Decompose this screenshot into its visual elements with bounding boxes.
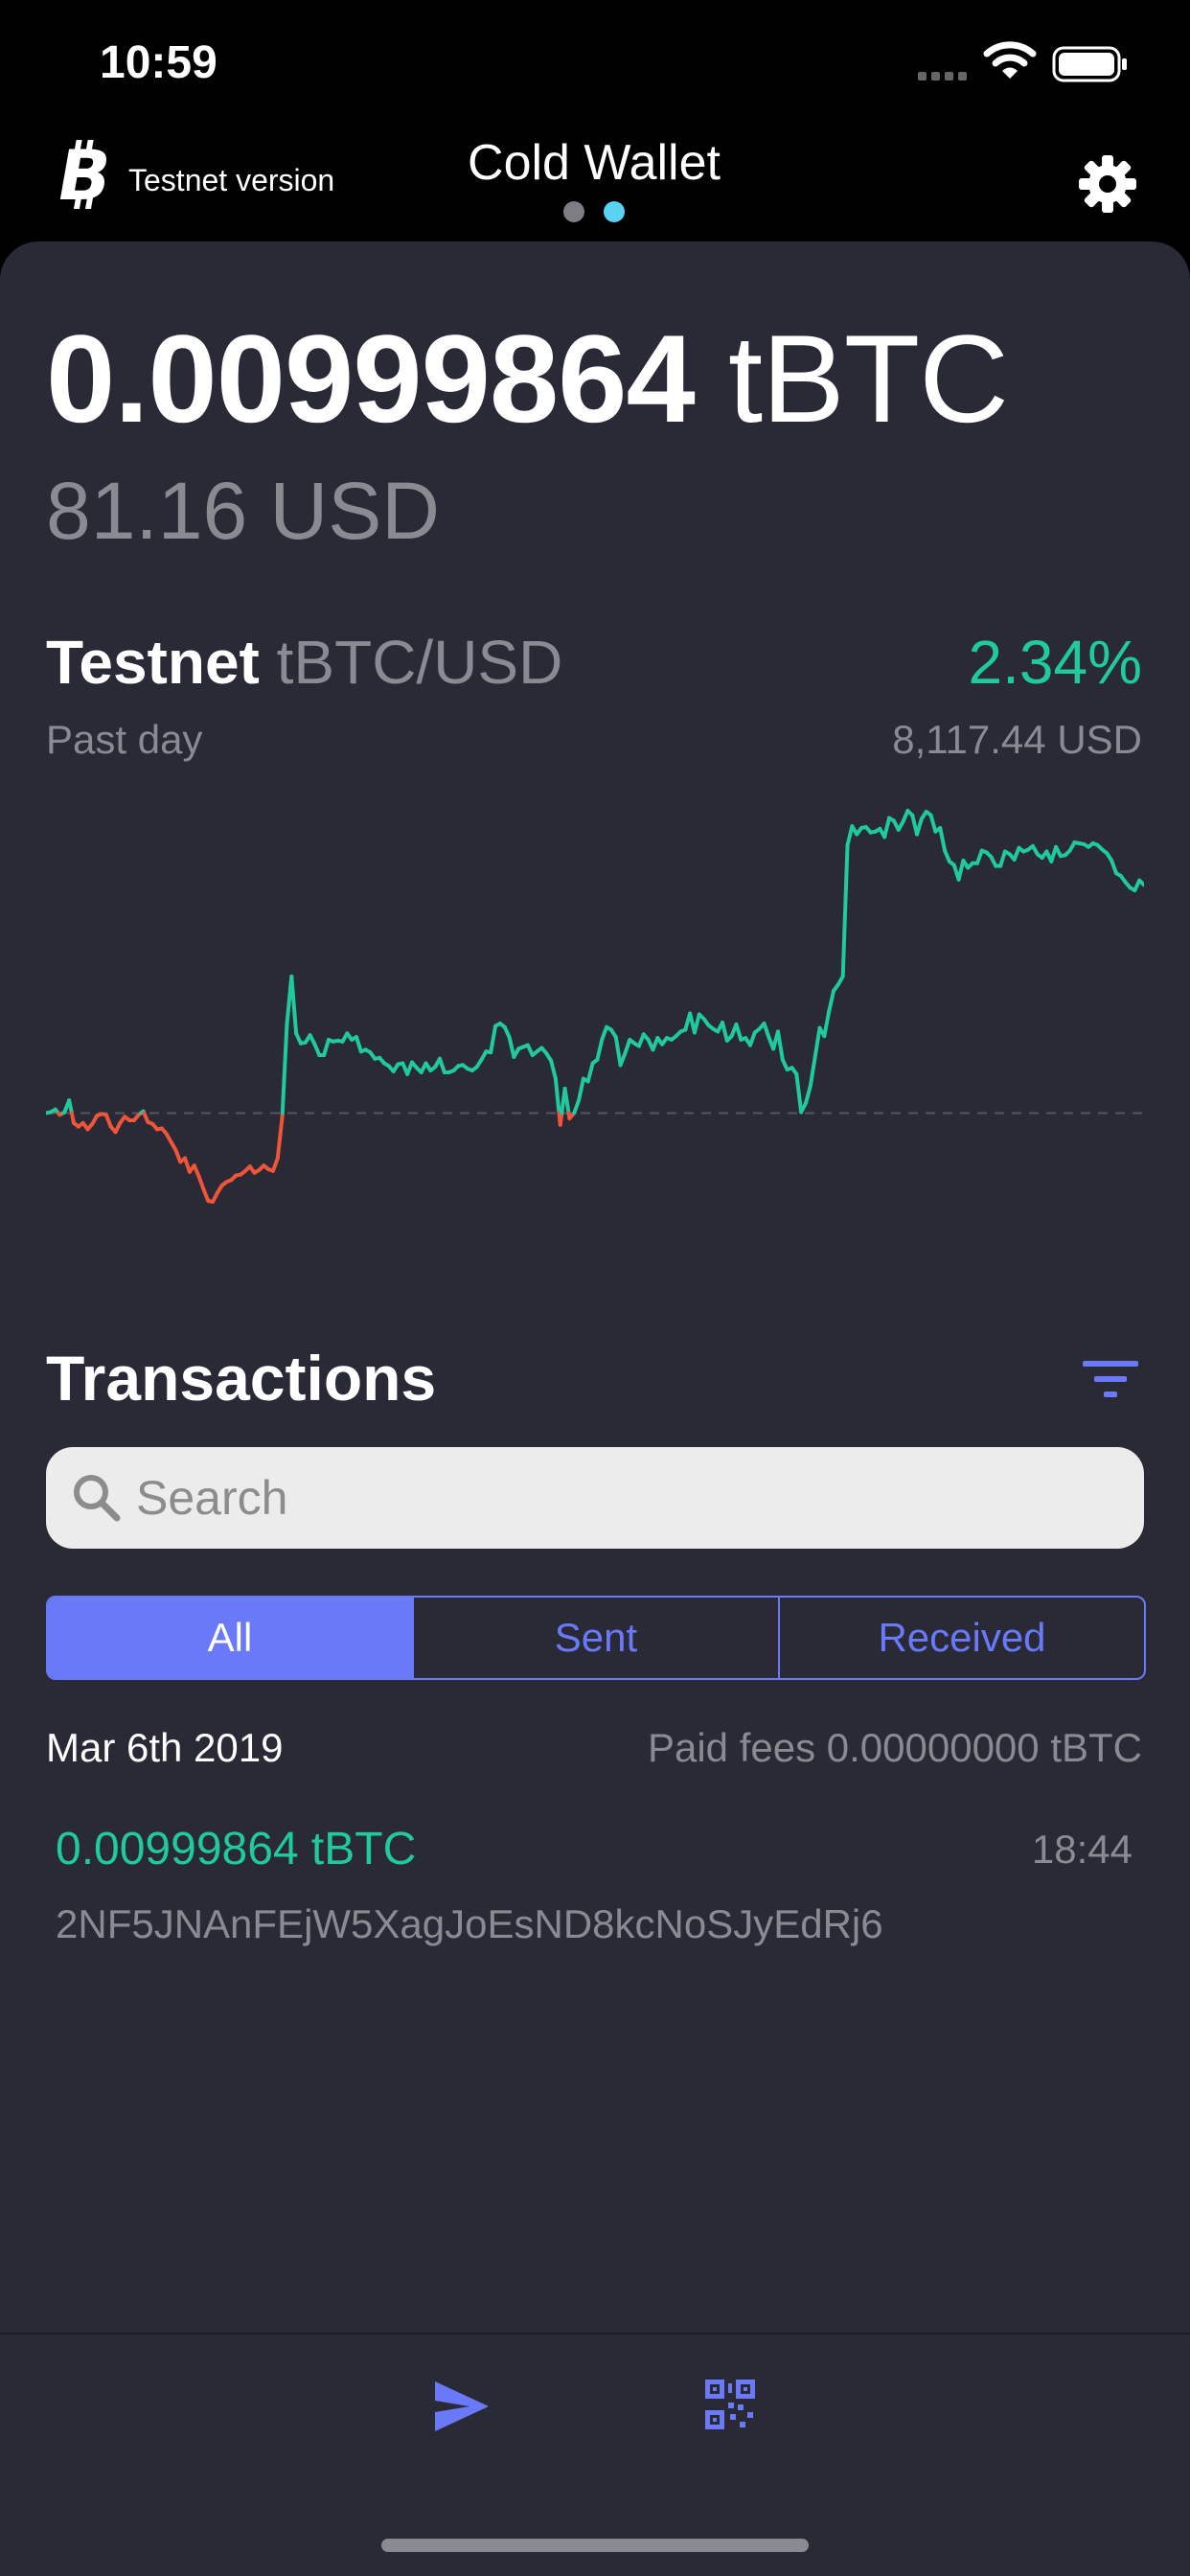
transaction-amount[interactable]: 0.00999864 tBTC (56, 1824, 417, 1874)
chart-line-segment (822, 1009, 832, 1039)
chart-line-segment (507, 1035, 516, 1059)
battery-icon (1052, 46, 1127, 82)
chart-line-segment (192, 1163, 201, 1179)
chart-line-segment (312, 1042, 322, 1057)
network-name: Testnet (46, 628, 260, 697)
chart-line-segment (613, 1035, 623, 1068)
chart-line-segment (938, 825, 948, 853)
svg-text:B: B (56, 138, 115, 211)
chart-line-segment (595, 1037, 605, 1062)
transactions-title: Transactions (46, 1343, 437, 1414)
transaction-time: 18:44 (1031, 1827, 1133, 1872)
chart-line-segment (549, 1058, 558, 1081)
transaction-group-date: Mar 6th 2019 (46, 1725, 284, 1770)
chart-line-segment (280, 1022, 289, 1116)
chart-line-segment (1110, 858, 1118, 876)
chart-line-segment (998, 849, 1007, 868)
chart-line-segment (270, 1156, 280, 1173)
price-change: 2.34% (968, 628, 1142, 697)
tab-sent[interactable]: Sent (412, 1598, 778, 1678)
chart-line-segment (812, 1025, 822, 1059)
chart-line-segment (747, 1030, 757, 1047)
wallet-panel (0, 242, 1190, 2576)
balance-fiat: 81.16 USD (46, 466, 440, 556)
chart-line-segment (553, 1076, 561, 1116)
chart-line-segment (1137, 878, 1144, 887)
network-label: Testnet version (128, 163, 335, 197)
search-placeholder: Search (136, 1471, 288, 1525)
transaction-group-fees: Paid fees 0.00000000 tBTC (647, 1725, 1142, 1770)
chart-line-segment (558, 1111, 564, 1127)
search-icon (74, 1475, 121, 1522)
chart-line-segment (577, 1076, 585, 1103)
chart-line-segment (562, 1086, 571, 1116)
chart-line-segment (275, 1115, 285, 1161)
chart-line-segment (794, 1071, 804, 1115)
pair-name: tBTC/USD (276, 628, 563, 697)
chart-period: Past day (46, 717, 203, 762)
send-icon[interactable] (433, 2380, 491, 2433)
chart-line-segment (943, 848, 951, 863)
qr-code-icon[interactable] (705, 2380, 755, 2429)
chart-line-segment (762, 1021, 771, 1040)
chart-line-segment (776, 1029, 785, 1062)
transaction-address[interactable]: 2NF5JNAnFEjW5XagJoEsND8kcNoSJyEdRj6 (56, 1901, 883, 1946)
chart-line-segment (103, 1113, 113, 1129)
chart-line-segment (882, 816, 892, 840)
tab-all[interactable]: All (48, 1598, 412, 1678)
price-chart[interactable] (46, 786, 1144, 1227)
chart-line-segment (489, 1024, 498, 1055)
balance: 0.00999864 tBTC (46, 307, 1009, 450)
chart-line-segment (196, 1174, 206, 1191)
chart-line-segment (354, 1035, 363, 1054)
chart-line-segment (845, 824, 855, 847)
filter-icon[interactable] (1083, 1359, 1138, 1401)
chart-line-segment (623, 1037, 632, 1056)
current-price: 8,117.44 USD (892, 717, 1142, 762)
chart-line-segment (585, 1061, 595, 1084)
chart-line-segment (183, 1156, 192, 1174)
chart-line-segment (974, 848, 984, 865)
chart-line-segment (692, 1012, 701, 1035)
chart-line-segment (67, 1098, 74, 1116)
search-input[interactable]: Search (46, 1447, 1144, 1549)
status-time: 10:59 (100, 37, 217, 88)
cellular-signal-icon (918, 72, 967, 80)
chart-line-segment (956, 858, 966, 882)
market-pair: Testnet tBTC/USD (46, 627, 562, 698)
chart-line-segment (840, 842, 850, 978)
chart-line-segment (322, 1037, 331, 1057)
balance-unit: tBTC (727, 309, 1009, 448)
transaction-filter-tabs: All Sent Received (46, 1596, 1146, 1680)
bitcoin-logo-icon: B (56, 138, 115, 211)
tab-received[interactable]: Received (778, 1598, 1144, 1678)
chart-line-segment (618, 1051, 628, 1068)
balance-amount: 0.00999864 (46, 309, 696, 448)
chart-line-segment (915, 816, 924, 837)
chart-line-segment (289, 974, 299, 1036)
chart-line-segment (928, 813, 938, 834)
bottom-bar-divider (0, 2333, 1190, 2334)
home-indicator[interactable] (381, 2539, 809, 2552)
chart-line-segment (600, 1024, 609, 1042)
page-indicator-dot-active[interactable] (604, 201, 625, 222)
chart-line-segment (438, 1056, 446, 1074)
chart-line-segment (720, 1021, 729, 1043)
page-indicator-dot[interactable] (563, 201, 584, 222)
wallet-title[interactable]: Cold Wallet (468, 135, 721, 191)
gear-icon[interactable] (1077, 153, 1138, 215)
chart-line-segment (804, 1084, 812, 1106)
chart-line-segment (808, 1054, 817, 1089)
chart-line-segment (827, 988, 836, 1014)
chart-line-segment (572, 1098, 582, 1116)
chart-line-segment (734, 1022, 744, 1042)
wifi-icon (983, 41, 1037, 79)
chart-line-segment (173, 1148, 183, 1164)
chart-line-segment (201, 1186, 211, 1204)
chart-line-segment (1012, 845, 1021, 862)
